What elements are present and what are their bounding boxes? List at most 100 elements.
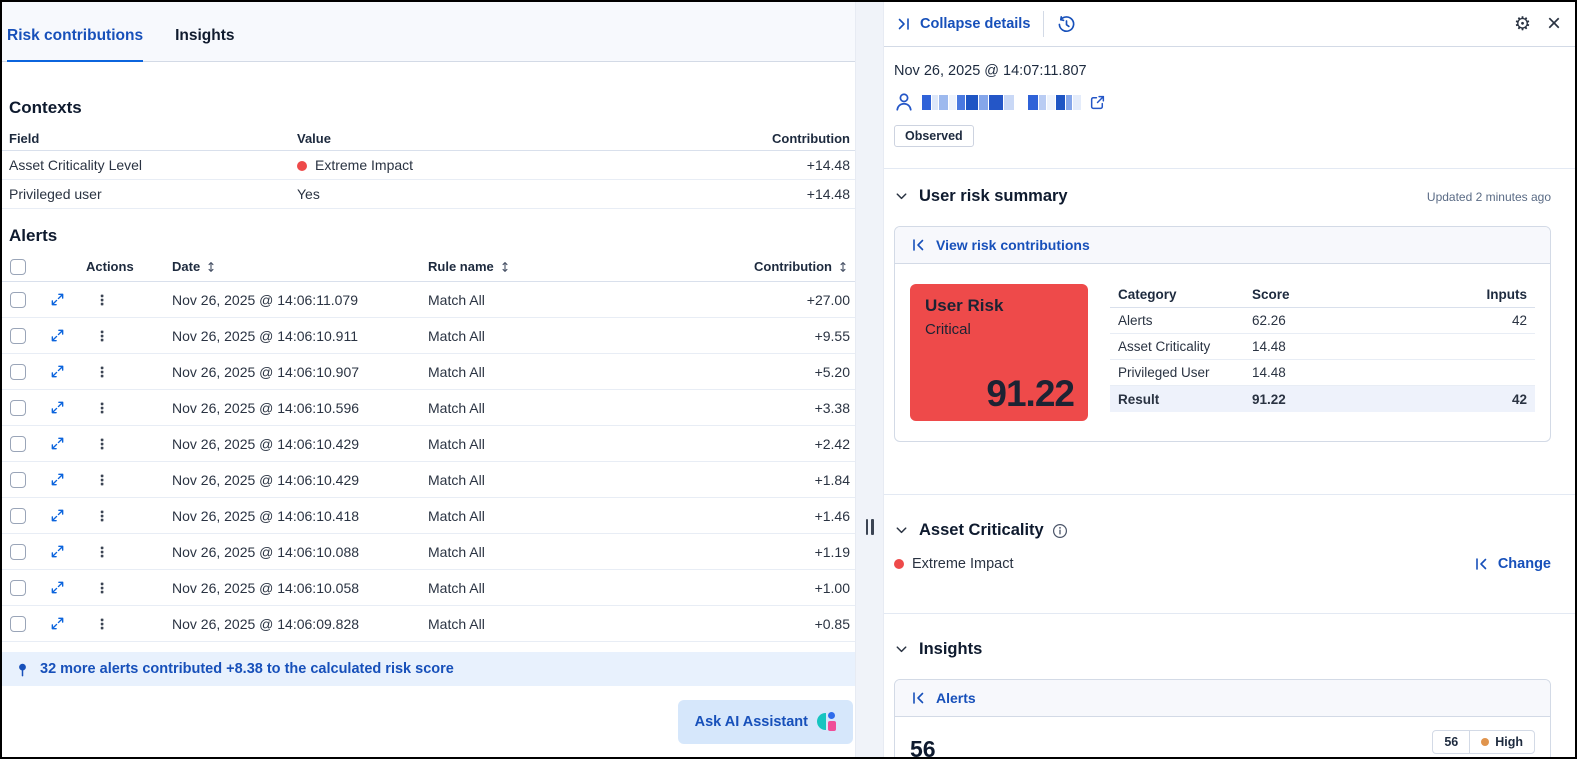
alerts-col-contribution[interactable]: Contribution [722,259,850,274]
alerts-badge-severity: High [1469,731,1534,753]
arrow-start-icon [913,239,924,251]
risk-score: 91.22 [1252,391,1286,407]
expand-alert-icon[interactable] [50,364,65,379]
view-risk-contributions-row[interactable]: View risk contributions [895,227,1550,264]
alert-row-checkbox[interactable] [10,291,26,308]
criticality-dot-icon [894,559,904,569]
view-risk-contributions-link[interactable]: View risk contributions [936,237,1090,253]
alert-contribution: +3.38 [814,399,850,416]
expand-alert-icon[interactable] [50,400,65,415]
more-actions-icon[interactable] [95,581,109,595]
header-divider [1043,11,1045,37]
expand-alert-icon[interactable] [50,508,65,523]
more-actions-icon[interactable] [95,617,109,631]
expand-alert-icon[interactable] [50,580,65,595]
chevron-down-icon[interactable] [894,642,909,657]
expand-alert-icon[interactable] [50,436,65,451]
alerts-col-rule-name[interactable]: Rule name [424,259,722,274]
change-criticality-link[interactable]: Change [1497,556,1551,572]
alert-row-checkbox[interactable] [10,507,26,524]
collapse-details-button[interactable]: Collapse details [920,16,1031,32]
expand-alert-icon[interactable] [50,328,65,343]
risk-inputs: 42 [1511,313,1527,328]
open-external-icon[interactable] [1089,94,1106,111]
expand-alert-icon[interactable] [50,616,65,631]
alert-contribution: +27.00 [806,291,850,308]
alert-row: Nov 26, 2025 @ 14:06:10.429 Match All +1… [2,462,855,498]
close-icon[interactable]: × [1546,10,1561,37]
alert-contribution: +1.19 [814,543,850,560]
chevron-down-icon[interactable] [894,523,909,538]
criticality-dot-icon [297,161,307,171]
user-risk-summary-title: User risk summary [919,187,1068,205]
contexts-table-header: Field Value Contribution [2,127,855,151]
user-icon [896,93,912,111]
history-clock-icon[interactable] [1057,15,1076,34]
more-actions-icon[interactable] [95,509,109,523]
more-actions-icon[interactable] [95,329,109,343]
alerts-col-date[interactable]: Date [168,259,424,274]
insights-alerts-card: Alerts 56 56 High [894,679,1551,757]
sort-icon [502,262,508,272]
tab-insights[interactable]: Insights [175,27,234,63]
alert-rule-name: Match All [428,579,485,596]
tab-risk-contributions[interactable]: Risk contributions [7,27,144,63]
section-divider [884,168,1575,169]
panel-resize-handle[interactable] [856,2,884,757]
chevron-down-icon[interactable] [894,189,909,204]
sort-icon [208,262,214,272]
insights-alerts-link-row[interactable]: Alerts [895,680,1550,717]
more-actions-icon[interactable] [95,437,109,451]
alerts-badge-count: 56 [1444,735,1459,749]
settings-gear-icon[interactable]: ⚙ [1513,13,1531,35]
alert-row: Nov 26, 2025 @ 14:06:09.828 Match All +0… [2,606,855,642]
alert-date: Nov 26, 2025 @ 14:06:10.088 [172,543,360,560]
alert-date: Nov 26, 2025 @ 14:06:10.429 [172,471,360,488]
alert-row: Nov 26, 2025 @ 14:06:10.596 Match All +3… [2,390,855,426]
alert-row: Nov 26, 2025 @ 14:06:10.907 Match All +5… [2,354,855,390]
alert-row-checkbox[interactable] [10,435,26,452]
alert-contribution: +5.20 [814,363,850,380]
context-contribution: +14.48 [806,157,850,173]
context-field: Asset Criticality Level [9,157,143,173]
info-icon[interactable] [1052,523,1068,539]
alerts-table-header: Actions Date Rule name Contribution [2,252,855,282]
more-actions-icon[interactable] [95,545,109,559]
alert-contribution: +2.42 [814,435,850,452]
more-alerts-callout: 32 more alerts contributed +8.38 to the … [2,652,855,686]
alert-date: Nov 26, 2025 @ 14:06:10.907 [172,363,360,380]
risk-category: Result [1118,391,1160,407]
alert-row-checkbox[interactable] [10,543,26,560]
user-risk-summary-card: View risk contributions User Risk Critic… [894,226,1551,442]
more-actions-icon[interactable] [95,473,109,487]
alert-contribution: +0.85 [814,615,850,632]
alert-rule-name: Match All [428,291,485,308]
alert-row-checkbox[interactable] [10,579,26,596]
alert-row-checkbox[interactable] [10,471,26,488]
expand-alert-icon[interactable] [50,292,65,307]
alert-row-checkbox[interactable] [10,615,26,632]
more-actions-icon[interactable] [95,401,109,415]
more-actions-icon[interactable] [95,365,109,379]
insights-alerts-link[interactable]: Alerts [936,690,976,706]
alert-row-checkbox[interactable] [10,399,26,416]
alert-date: Nov 26, 2025 @ 14:06:10.596 [172,399,360,416]
contexts-col-value: Value [297,131,331,146]
risk-updated-note: Updated 2 minutes ago [1426,189,1551,204]
entity-name-redacted[interactable] [922,94,1014,110]
ask-ai-assistant-button[interactable]: Ask AI Assistant [677,699,853,744]
expand-alert-icon[interactable] [50,472,65,487]
user-risk-tile-score: 91.22 [986,373,1075,414]
select-all-checkbox[interactable] [10,258,26,275]
alert-date: Nov 26, 2025 @ 14:06:10.058 [172,579,360,596]
contexts-col-field: Field [9,131,40,146]
alert-row-checkbox[interactable] [10,363,26,380]
expand-alert-icon[interactable] [50,544,65,559]
arrow-start-icon [913,692,924,704]
arrow-end-icon[interactable] [896,16,912,32]
alert-rule-name: Match All [428,615,485,632]
alert-row-checkbox[interactable] [10,327,26,344]
risk-category: Asset Criticality [1118,339,1211,354]
risk-score: 14.48 [1252,339,1286,354]
more-actions-icon[interactable] [95,293,109,307]
